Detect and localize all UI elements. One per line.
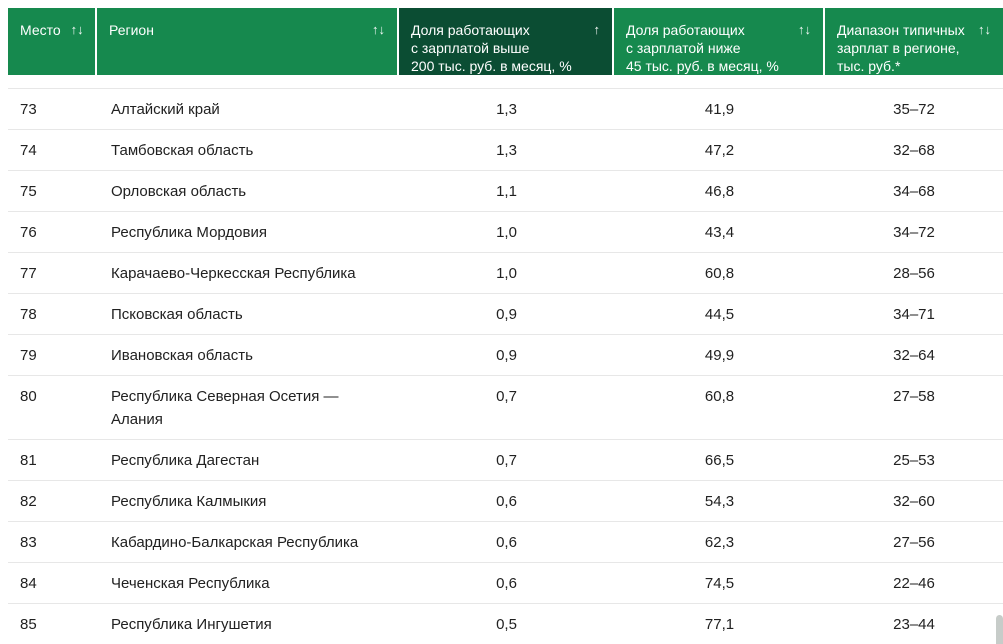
column-label: Доля работающих с зарплатой выше 200 тыс… bbox=[411, 22, 572, 74]
place-cell: 83 bbox=[20, 534, 37, 551]
above-200k-cell: 0,7 bbox=[496, 452, 517, 469]
salary-range-cell: 32–68 bbox=[893, 142, 935, 159]
below-45k-cell: 47,2 bbox=[704, 142, 735, 159]
table-row: 80 Республика Северная Осетия — Алания 0… bbox=[8, 376, 1003, 440]
region-cell: Карачаево-Черкесская Республика bbox=[111, 265, 356, 282]
table-row: 76 Республика Мордовия 1,0 43,4 34–72 bbox=[8, 212, 1003, 253]
table-row: 85 Республика Ингушетия 0,5 77,1 23–44 bbox=[8, 604, 1003, 644]
region-cell: Республика Мордовия bbox=[111, 224, 267, 241]
region-cell: Ивановская область bbox=[111, 347, 253, 364]
above-200k-cell: 1,3 bbox=[496, 101, 517, 118]
above-200k-cell: 1,3 bbox=[496, 142, 517, 159]
above-200k-cell: 1,1 bbox=[496, 183, 517, 200]
region-cell: Республика Калмыкия bbox=[111, 493, 267, 510]
sort-arrows-icon: ↑↓ bbox=[978, 22, 991, 37]
table-row: 78 Псковская область 0,9 44,5 34–71 bbox=[8, 294, 1003, 335]
table-row: 83 Кабардино-Балкарская Республика 0,6 6… bbox=[8, 522, 1003, 563]
column-label: Регион bbox=[109, 22, 154, 38]
below-45k-cell: 62,3 bbox=[704, 534, 735, 551]
place-cell: 73 bbox=[20, 101, 37, 118]
below-45k-cell: 77,1 bbox=[704, 616, 735, 633]
salary-range-cell: 32–60 bbox=[893, 493, 935, 510]
below-45k-cell: 60,8 bbox=[704, 388, 735, 405]
table-row: 77 Карачаево-Черкесская Республика 1,0 6… bbox=[8, 253, 1003, 294]
table-row: 75 Орловская область 1,1 46,8 34–68 bbox=[8, 171, 1003, 212]
salary-range-cell: 34–71 bbox=[893, 306, 935, 323]
column-header-share-below-45k[interactable]: Доля работающих с зарплатой ниже 45 тыс.… bbox=[614, 8, 825, 75]
region-cell: Орловская область bbox=[111, 183, 247, 200]
above-200k-cell: 1,0 bbox=[496, 224, 517, 241]
column-header-place[interactable]: Место ↑↓ bbox=[8, 8, 97, 75]
column-header-share-above-200k[interactable]: Доля работающих с зарплатой выше 200 тыс… bbox=[399, 8, 614, 75]
above-200k-cell: 0,7 bbox=[496, 388, 517, 405]
region-cell: Кабардино-Балкарская Республика bbox=[111, 534, 359, 551]
sort-arrows-icon: ↑↓ bbox=[70, 22, 84, 37]
table-row: 82 Республика Калмыкия 0,6 54,3 32–60 bbox=[8, 481, 1003, 522]
table-header: Место ↑↓ Регион ↑↓ Доля работающих с зар… bbox=[8, 8, 1003, 75]
below-45k-cell: 74,5 bbox=[704, 575, 735, 592]
place-cell: 74 bbox=[20, 142, 37, 159]
above-200k-cell: 0,6 bbox=[496, 493, 517, 510]
scrollbar-thumb[interactable] bbox=[996, 615, 1003, 644]
region-cell: Псковская область bbox=[111, 306, 243, 323]
below-45k-cell: 43,4 bbox=[704, 224, 735, 241]
region-cell: Республика Дагестан bbox=[111, 452, 260, 469]
salary-range-cell: 22–46 bbox=[893, 575, 935, 592]
below-45k-cell: 49,9 bbox=[704, 347, 735, 364]
above-200k-cell: 0,6 bbox=[496, 575, 517, 592]
salary-range-cell: 28–56 bbox=[893, 265, 935, 282]
place-cell: 80 bbox=[20, 388, 37, 405]
place-cell: 84 bbox=[20, 575, 37, 592]
below-45k-cell: 46,8 bbox=[704, 183, 735, 200]
place-cell: 82 bbox=[20, 493, 37, 510]
table-body: 73 Алтайский край 1,3 41,9 35–72 74 Тамб… bbox=[8, 89, 1003, 644]
above-200k-cell: 0,5 bbox=[496, 616, 517, 633]
table-row: 74 Тамбовская область 1,3 47,2 32–68 bbox=[8, 130, 1003, 171]
below-45k-cell: 41,9 bbox=[704, 101, 735, 118]
above-200k-cell: 0,9 bbox=[496, 347, 517, 364]
table-row: 73 Алтайский край 1,3 41,9 35–72 bbox=[8, 89, 1003, 130]
region-cell: Тамбовская область bbox=[111, 142, 254, 159]
column-label: Место bbox=[20, 22, 61, 38]
column-header-region[interactable]: Регион ↑↓ bbox=[97, 8, 399, 75]
above-200k-cell: 0,9 bbox=[496, 306, 517, 323]
place-cell: 79 bbox=[20, 347, 37, 364]
region-cell: Алтайский край bbox=[111, 101, 220, 118]
place-cell: 85 bbox=[20, 616, 37, 633]
place-cell: 77 bbox=[20, 265, 37, 282]
salary-range-cell: 23–44 bbox=[893, 616, 935, 633]
table-row: 84 Чеченская Республика 0,6 74,5 22–46 bbox=[8, 563, 1003, 604]
salary-range-cell: 32–64 bbox=[893, 347, 935, 364]
column-label: Доля работающих с зарплатой ниже 45 тыс.… bbox=[626, 22, 779, 74]
table-row: 81 Республика Дагестан 0,7 66,5 25–53 bbox=[8, 440, 1003, 481]
sort-ascending-icon: ↑ bbox=[593, 22, 601, 37]
table-row: 79 Ивановская область 0,9 49,9 32–64 bbox=[8, 335, 1003, 376]
salary-ranking-table: Место ↑↓ Регион ↑↓ Доля работающих с зар… bbox=[8, 8, 1003, 644]
column-header-salary-range[interactable]: Диапазон типичных зарплат в регионе, тыс… bbox=[825, 8, 1003, 75]
sort-arrows-icon: ↑↓ bbox=[798, 22, 811, 37]
place-cell: 81 bbox=[20, 452, 37, 469]
salary-range-cell: 34–68 bbox=[893, 183, 935, 200]
below-45k-cell: 60,8 bbox=[704, 265, 735, 282]
below-45k-cell: 54,3 bbox=[704, 493, 735, 510]
region-cell: Республика Северная Осетия — Алания bbox=[111, 388, 339, 428]
partially-scrolled-row bbox=[8, 75, 1003, 89]
salary-range-cell: 27–58 bbox=[893, 388, 935, 405]
above-200k-cell: 1,0 bbox=[496, 265, 517, 282]
region-cell: Чеченская Республика bbox=[111, 575, 270, 592]
salary-range-cell: 35–72 bbox=[893, 101, 935, 118]
place-cell: 76 bbox=[20, 224, 37, 241]
below-45k-cell: 44,5 bbox=[704, 306, 735, 323]
column-label: Диапазон типичных зарплат в регионе, тыс… bbox=[837, 22, 965, 74]
region-cell: Республика Ингушетия bbox=[111, 616, 272, 633]
below-45k-cell: 66,5 bbox=[704, 452, 735, 469]
salary-range-cell: 34–72 bbox=[893, 224, 935, 241]
sort-arrows-icon: ↑↓ bbox=[372, 22, 385, 37]
place-cell: 78 bbox=[20, 306, 37, 323]
above-200k-cell: 0,6 bbox=[496, 534, 517, 551]
place-cell: 75 bbox=[20, 183, 37, 200]
salary-range-cell: 25–53 bbox=[893, 452, 935, 469]
salary-range-cell: 27–56 bbox=[893, 534, 935, 551]
